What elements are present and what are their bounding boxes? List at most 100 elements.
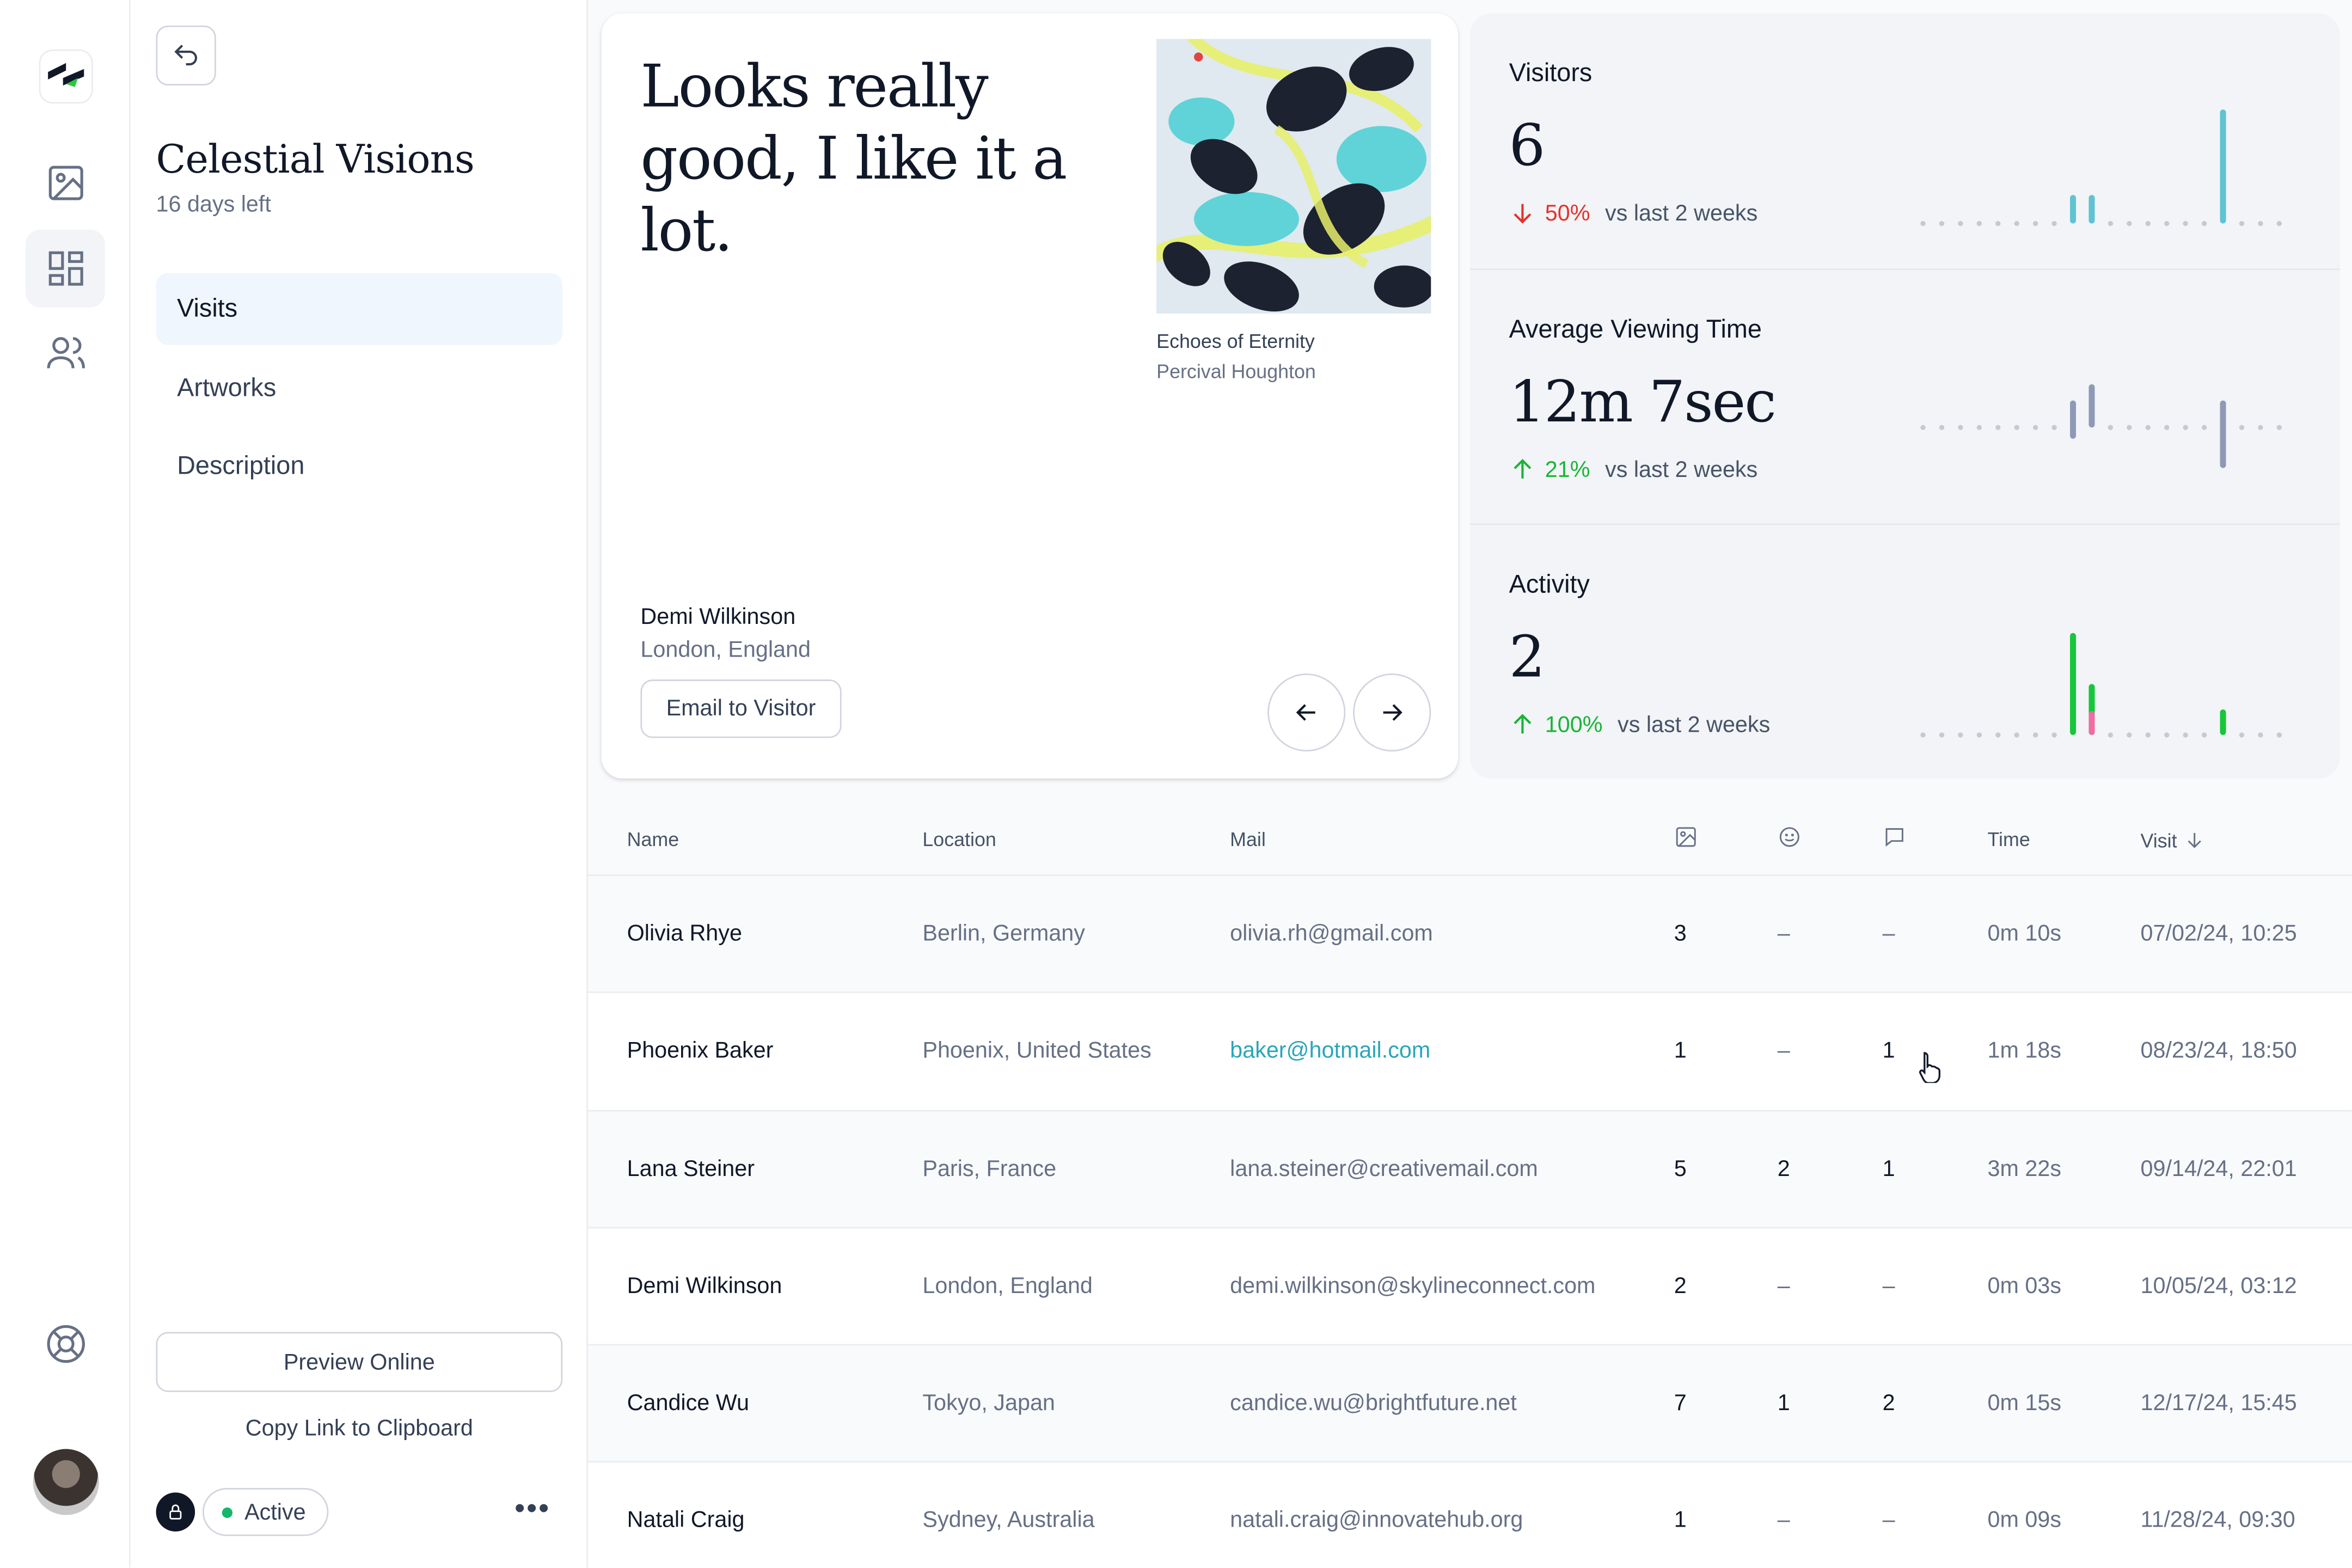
column-reactions[interactable] [1778, 825, 1802, 849]
visitor-name: Demi Wilkinson [640, 604, 796, 630]
status-badge[interactable]: Active [202, 1488, 328, 1536]
column-location[interactable]: Location [922, 828, 996, 851]
more-options-button[interactable]: ••• [514, 1492, 551, 1526]
preview-online-button[interactable]: Preview Online [156, 1332, 563, 1392]
spark-dot [1976, 220, 1982, 226]
visit-date-cell: 10/05/24, 03:12 [2140, 1273, 2297, 1299]
stat-label: Average Viewing Time [1509, 315, 1762, 344]
smile-icon [1779, 827, 1799, 847]
email-visitor-button[interactable]: Email to Visitor [640, 679, 842, 738]
spark-dot [2164, 732, 2170, 738]
rail-help-button[interactable] [26, 1305, 105, 1383]
visitor-name-cell: Olivia Rhye [627, 921, 742, 947]
column-visit[interactable]: Visit [2141, 828, 2207, 852]
nav-item-visits[interactable]: Visits [156, 273, 563, 345]
column-mail[interactable]: Mail [1230, 828, 1266, 851]
spark-bar [2070, 400, 2077, 439]
spark-dot [2051, 425, 2057, 430]
comments-count-cell: – [1882, 1273, 1895, 1299]
arrow-left-icon [1296, 704, 1315, 721]
spark-dot [2183, 425, 2188, 430]
table-row[interactable]: Demi Wilkinson London, England demi.wilkin… [587, 1228, 2352, 1346]
grid-icon [48, 251, 83, 286]
column-name[interactable]: Name [627, 828, 679, 851]
logo-icon [48, 63, 84, 87]
artwork-image [1156, 39, 1431, 314]
feedback-quote: Looks really good, I like it a lot. [640, 54, 1067, 266]
lock-icon[interactable] [156, 1492, 195, 1532]
artwork-thumbnail[interactable] [1156, 39, 1431, 314]
spark-dot [2127, 732, 2132, 738]
back-button[interactable] [156, 25, 216, 86]
artworks-count-cell: 1 [1674, 1038, 1687, 1064]
undo-arrow-icon [174, 45, 197, 66]
visit-date-cell: 07/02/24, 10:25 [2140, 921, 2297, 947]
next-feedback-button[interactable] [1353, 673, 1431, 752]
mail-cell[interactable]: demi.wilkinson@skylineconnect.com [1230, 1273, 1596, 1299]
spark-bar [2220, 109, 2226, 224]
spark-dot [2014, 732, 2019, 738]
spark-dot [2032, 732, 2038, 738]
stat-value: 6 [1509, 112, 1546, 179]
table-row[interactable]: Candice Wu Tokyo, Japan candice.wu@brightf… [587, 1345, 2352, 1463]
spark-dot [1995, 425, 2001, 430]
spark-dot [1939, 732, 1945, 738]
spark-dot [2127, 220, 2132, 226]
spark-dot [1939, 220, 1945, 226]
exhibition-sidebar: Celestial Visions 16 days left Visits Ar… [130, 0, 588, 1568]
artworks-count-cell: 2 [1674, 1273, 1687, 1299]
copy-link-button[interactable]: Copy Link to Clipboard [245, 1415, 473, 1441]
spark-dot [1939, 425, 1945, 430]
mail-cell[interactable]: lana.steiner@creativemail.com [1230, 1156, 1538, 1181]
spark-dot [2164, 220, 2170, 226]
spark-dot [2108, 220, 2114, 226]
rail-users-button[interactable] [26, 314, 105, 391]
nav-item-description[interactable]: Description [177, 451, 305, 480]
spark-dot [1958, 732, 1963, 738]
comment-icon [1885, 828, 1903, 847]
app-logo[interactable] [39, 49, 93, 104]
reactions-count-cell: – [1777, 1508, 1790, 1534]
mail-cell[interactable]: candice.wu@brightfuture.net [1230, 1391, 1517, 1417]
rail-artworks-button[interactable] [26, 144, 105, 222]
arrow-down-icon [1514, 204, 1532, 224]
reactions-count-cell: 2 [1777, 1156, 1790, 1181]
mail-cell[interactable]: baker@hotmail.com [1230, 1038, 1431, 1064]
activity-sparkline [1920, 633, 2282, 738]
spark-dot [2032, 425, 2038, 430]
visit-date-cell: 12/17/24, 15:45 [2140, 1391, 2297, 1417]
rail-dashboard-button[interactable] [25, 229, 105, 308]
spark-dot [2051, 732, 2057, 738]
status-dot [222, 1506, 233, 1517]
column-time[interactable]: Time [1987, 828, 2030, 851]
table-row[interactable]: Olivia Rhye Berlin, Germany olivia.rh@gmai… [587, 875, 2352, 994]
stat-trend: 100% vs last 2 weeks [1509, 711, 1770, 738]
column-visit-label: Visit [2140, 829, 2177, 852]
previous-feedback-button[interactable] [1267, 673, 1346, 752]
stat-change: 50% [1545, 200, 1590, 226]
main-content: Looks really good, I like it a lot. [587, 0, 2352, 1568]
reactions-count-cell: – [1777, 921, 1790, 947]
spark-dot [2258, 732, 2263, 738]
mail-cell[interactable]: olivia.rh@gmail.com [1230, 921, 1433, 947]
table-row[interactable]: Natali Craig Sydney, Australia natali.crai… [587, 1463, 2352, 1568]
mail-cell[interactable]: natali.craig@innovatehub.org [1230, 1508, 1523, 1534]
spark-bar [2220, 400, 2226, 468]
location-cell: London, England [922, 1273, 1093, 1299]
spark-dot [2239, 732, 2245, 738]
column-artworks[interactable] [1674, 825, 1698, 849]
spark-dot [2014, 220, 2019, 226]
location-cell: Phoenix, United States [922, 1038, 1152, 1064]
spark-dot [2183, 220, 2188, 226]
user-avatar[interactable] [33, 1449, 99, 1515]
column-comments[interactable] [1883, 825, 1907, 849]
comments-count-cell: – [1882, 921, 1895, 947]
exhibition-title: Celestial Visions [156, 138, 475, 183]
table-row[interactable]: Lana Steiner Paris, France lana.steiner@cr… [587, 1111, 2352, 1229]
artwork-title: Echoes of Eternity [1156, 330, 1315, 353]
nav-item-artworks[interactable]: Artworks [177, 373, 277, 402]
feedback-card: Looks really good, I like it a lot. [601, 13, 1458, 779]
spark-dot [2032, 220, 2038, 226]
table-row[interactable]: Phoenix Baker Phoenix, United States baker… [587, 993, 2352, 1111]
